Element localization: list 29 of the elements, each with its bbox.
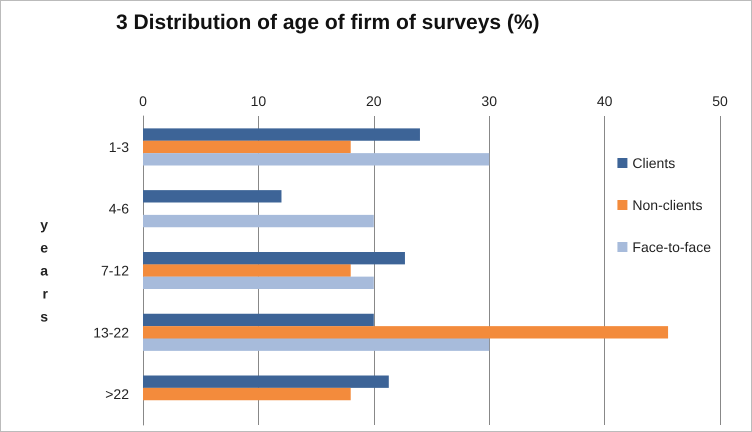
bar — [143, 376, 389, 388]
bar — [143, 314, 374, 326]
y-tick-label: 4-6 — [108, 200, 130, 217]
bar — [143, 388, 351, 400]
bar — [143, 128, 420, 141]
x-tick-label: 40 — [596, 93, 613, 109]
bar — [143, 338, 490, 351]
bar — [143, 153, 490, 166]
y-tick-label: 13-22 — [93, 324, 130, 340]
bar — [143, 214, 374, 228]
bar — [143, 140, 351, 154]
legend-label: Clients — [632, 155, 676, 171]
bar — [143, 190, 282, 203]
x-tick-label: 30 — [481, 93, 498, 109]
y-tick-label: >22 — [105, 386, 130, 402]
legend-label: Non-clients — [632, 197, 702, 213]
chart-title: 3 Distribution of age of firm of surveys (%) — [116, 11, 540, 34]
y-axis-title: years — [40, 216, 49, 324]
bar — [143, 252, 405, 264]
y-tick-label: 1-3 — [108, 138, 130, 155]
bar — [143, 276, 374, 290]
x-tick-label: 0 — [139, 93, 148, 109]
y-tick-label: 7-12 — [100, 262, 130, 278]
legend-label: Face-to-face — [632, 239, 712, 255]
x-tick-label: 50 — [712, 93, 728, 109]
x-tick-label: 20 — [366, 93, 382, 109]
bar — [143, 326, 668, 338]
x-tick-label: 10 — [250, 93, 266, 109]
bar — [143, 264, 351, 277]
